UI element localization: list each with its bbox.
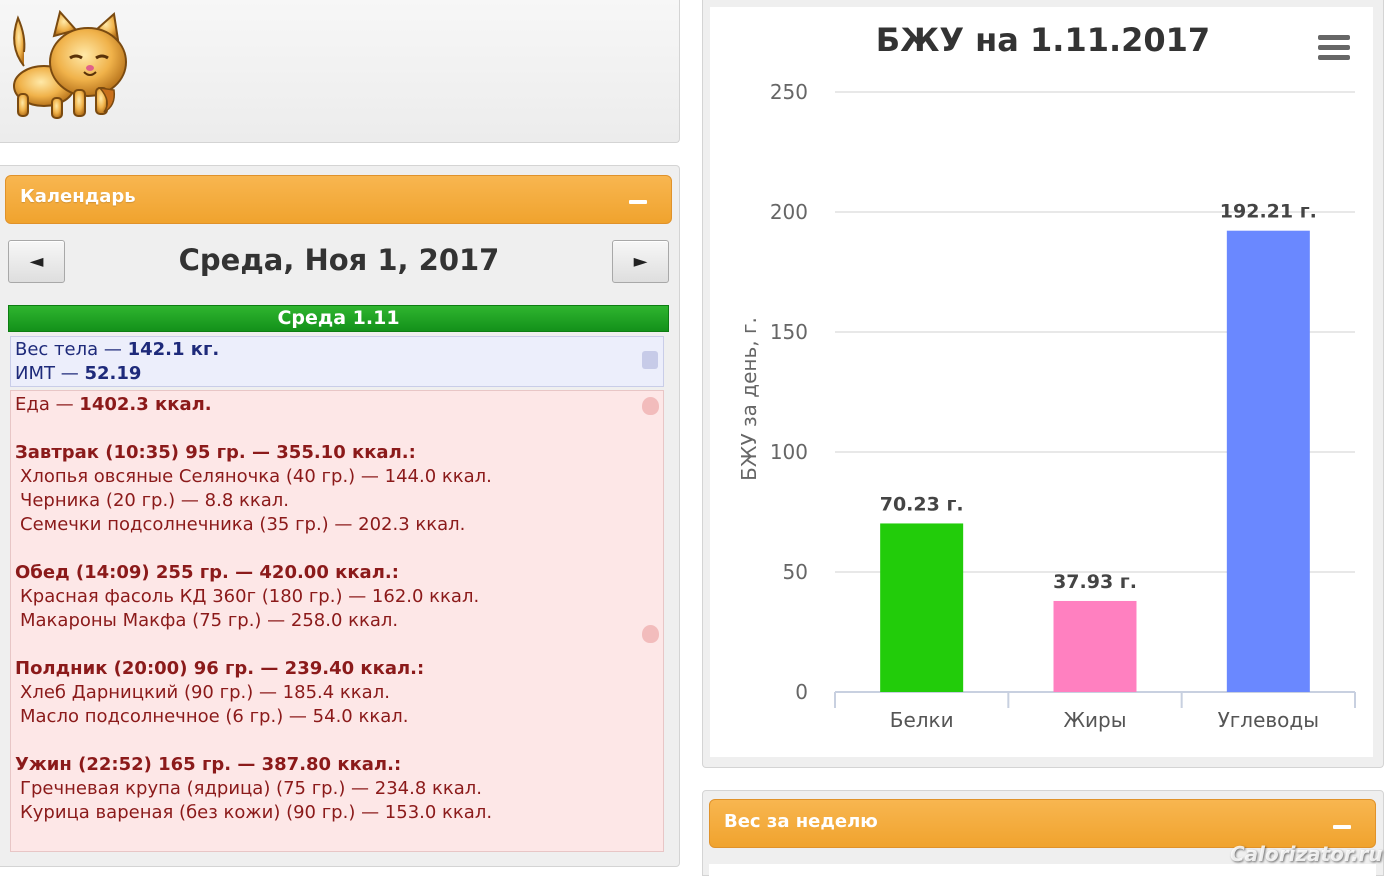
food-item: Черника (20 гр.) — 8.8 ккал.	[20, 490, 289, 511]
week-header[interactable]	[709, 799, 1376, 848]
food-box	[10, 390, 664, 852]
food-item: Хлопья овсяные Селяночка (40 гр.) — 144.…	[20, 466, 492, 487]
food-total-label: Еда —	[15, 394, 80, 415]
food-item: Гречневая крупа (ядрица) (75 гр.) — 234.…	[20, 778, 483, 799]
meal-heading: Обед (14:09) 255 гр. — 420.00 ккал.:	[15, 562, 399, 583]
chart-title: БЖУ на 1.11.2017	[876, 21, 1210, 59]
collapse-icon[interactable]	[1333, 825, 1351, 829]
data-label: 37.93 г.	[1053, 571, 1137, 593]
day-label: Среда 1.11	[8, 305, 669, 332]
watermark: Calorizator.ru	[1230, 842, 1383, 866]
chart-menu-icon[interactable]	[1318, 35, 1350, 60]
food-item: Макароны Макфа (75 гр.) — 258.0 ккал.	[20, 610, 399, 631]
apple-icon[interactable]	[642, 625, 659, 643]
x-tick-label: Углеводы	[1218, 708, 1319, 732]
next-day-button[interactable]: ►	[612, 240, 669, 283]
bmi-label: ИМТ —	[15, 363, 85, 384]
prev-day-button[interactable]: ◄	[8, 240, 65, 283]
y-tick-label: 250	[770, 80, 808, 104]
week-title: Вес за неделю	[724, 811, 878, 832]
food-item: Красная фасоль КД 360г (180 гр.) — 162.0…	[20, 586, 480, 607]
food-item: Семечки подсолнечника (35 гр.) — 202.3 к…	[20, 514, 466, 535]
food-total-value: 1402.3 ккал.	[79, 394, 212, 415]
food-item: Хлеб Дарницкий (90 гр.) — 185.4 ккал.	[20, 682, 390, 703]
weight-box	[10, 336, 664, 387]
week-body	[709, 864, 1376, 876]
bmi-line: ИМТ — 52.19	[15, 362, 141, 386]
weight-label: Вес тела —	[15, 339, 128, 360]
bar[interactable]	[1053, 600, 1137, 692]
meal-heading: Ужин (22:52) 165 гр. — 387.80 ккал.:	[15, 754, 402, 775]
calendar-header[interactable]	[5, 175, 672, 224]
weight-line: Вес тела — 142.1 кг.	[15, 338, 219, 362]
food-item: Курица вареная (без кожи) (90 гр.) — 153…	[20, 802, 493, 823]
bar[interactable]	[880, 523, 964, 692]
date-title: Среда, Ноя 1, 2017	[178, 243, 500, 277]
food-item: Масло подсолнечное (6 гр.) — 54.0 ккал.	[20, 706, 409, 727]
meal-heading: Завтрак (10:35) 95 гр. — 355.10 ккал.:	[15, 442, 416, 463]
food-total: Еда — 1402.3 ккал.	[15, 393, 212, 417]
cat-logo[interactable]	[4, 6, 130, 124]
calendar-title: Календарь	[20, 186, 136, 207]
x-tick-label: Белки	[890, 708, 954, 732]
meal-heading: Полдник (20:00) 96 гр. — 239.40 ккал.:	[15, 658, 425, 679]
y-tick-label: 100	[770, 440, 808, 464]
x-tick-label: Жиры	[1063, 708, 1126, 732]
apple-icon[interactable]	[642, 397, 659, 415]
macro-chart: БЖУ на 1.11.2017 БЖУ за день, г. 0 50 100 1…	[737, 21, 1356, 732]
y-axis-label: БЖУ за день, г.	[737, 317, 761, 481]
scale-icon[interactable]	[642, 351, 658, 369]
y-tick-label: 50	[783, 560, 808, 584]
y-tick-label: 150	[770, 320, 808, 344]
collapse-icon[interactable]	[629, 200, 647, 204]
data-label: 192.21 г.	[1220, 201, 1317, 223]
bar[interactable]	[1226, 230, 1310, 693]
bmi-value: 52.19	[84, 363, 142, 384]
y-tick-label: 200	[770, 200, 808, 224]
weight-value: 142.1 кг.	[127, 339, 220, 360]
y-tick-label: 0	[795, 680, 808, 704]
data-label: 70.23 г.	[880, 493, 964, 515]
